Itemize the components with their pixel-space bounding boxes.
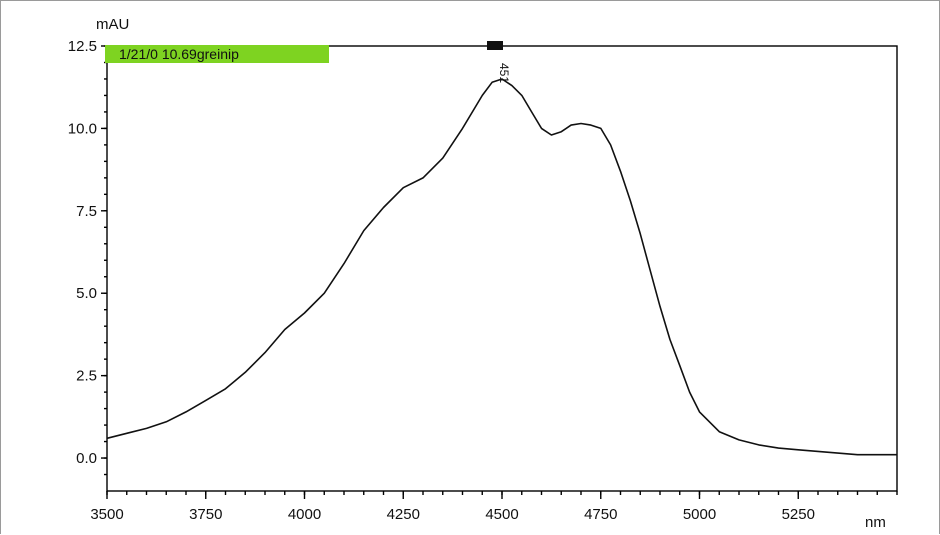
y-tick-label: 12.5	[68, 38, 97, 55]
x-tick-label: 4250	[387, 506, 420, 523]
x-unit-label: nm	[865, 514, 886, 531]
peak-annotation: 451	[497, 63, 511, 83]
x-tick-label: 5250	[782, 506, 815, 523]
legend-box	[105, 45, 329, 63]
x-tick-label: 4750	[584, 506, 617, 523]
legend-label: 1/21/0 10.69greinip	[119, 46, 239, 62]
plot-border	[106, 45, 898, 492]
x-axis-ticks: 3500 3750 4000 4250 4500 4750 5000 5250	[90, 491, 898, 523]
y-tick-label: 2.5	[76, 368, 97, 385]
x-tick-label: 3750	[189, 506, 222, 523]
x-tick-label: 5000	[683, 506, 716, 523]
y-unit-label: mAU	[96, 16, 129, 33]
plot-area: 0.0 2.5 5.0 7.5 10.0 12.5 3500 3750 4000 4250 450…	[68, 38, 898, 523]
peak-marker	[487, 41, 503, 50]
y-axis-ticks: 0.0 2.5 5.0 7.5 10.0 12.5	[68, 38, 107, 476]
x-tick-label: 3500	[90, 506, 123, 523]
series-line	[106, 78, 897, 456]
y-tick-label: 7.5	[76, 203, 97, 220]
y-tick-label: 5.0	[76, 285, 97, 302]
x-tick-label: 4000	[288, 506, 321, 523]
y-tick-label: 10.0	[68, 120, 97, 137]
x-tick-label: 4500	[485, 506, 518, 523]
y-tick-label: 0.0	[76, 450, 97, 467]
